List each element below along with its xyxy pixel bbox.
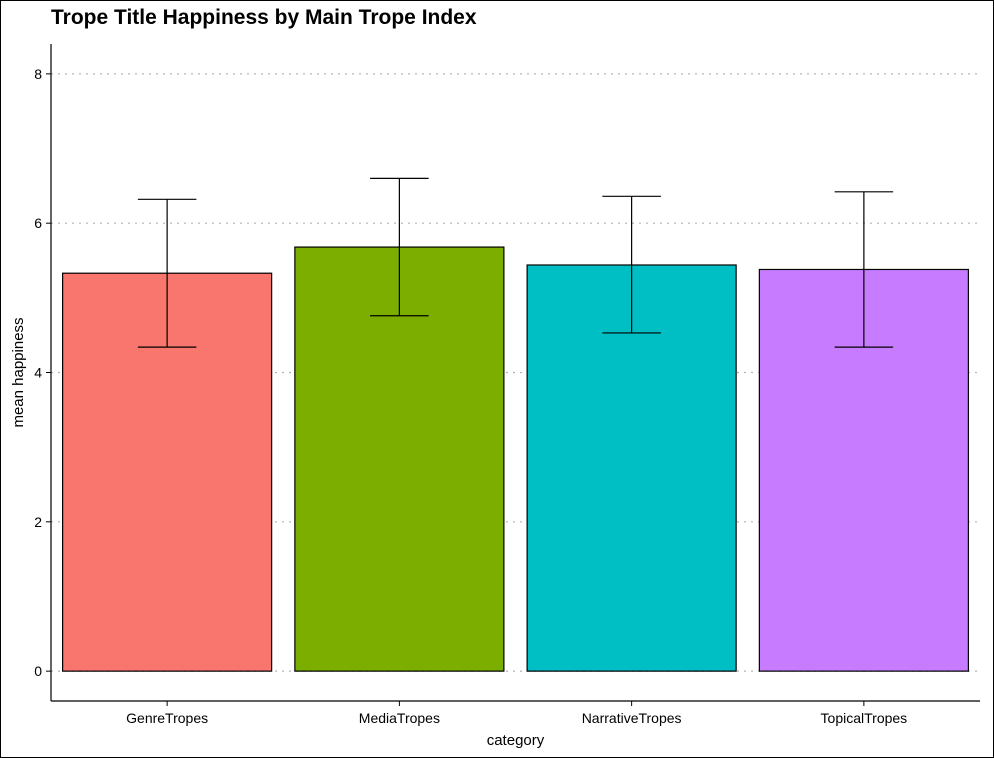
x-tick-label: GenreTropes xyxy=(126,710,208,726)
bar-MediaTropes xyxy=(294,246,505,672)
y-tick-label: 8 xyxy=(34,66,42,82)
bars xyxy=(62,246,969,672)
chart-title: Trope Title Happiness by Main Trope Inde… xyxy=(51,6,477,29)
y-tick-label: 6 xyxy=(34,215,42,231)
x-tick-label: TopicalTropes xyxy=(821,710,908,726)
axes: 0 2 4 6 8 GenreTropes MediaTropes NarrativeTrop… xyxy=(34,44,980,726)
y-tick-label: 2 xyxy=(34,514,42,530)
y-tick-label: 4 xyxy=(34,365,42,381)
x-tick-label: NarrativeTropes xyxy=(582,710,682,726)
x-tick-label: MediaTropes xyxy=(359,710,440,726)
y-axis-title: mean happiness xyxy=(10,317,27,427)
x-axis-title: category xyxy=(487,732,545,749)
y-tick-label: 0 xyxy=(34,663,42,679)
error-bars xyxy=(137,177,894,348)
